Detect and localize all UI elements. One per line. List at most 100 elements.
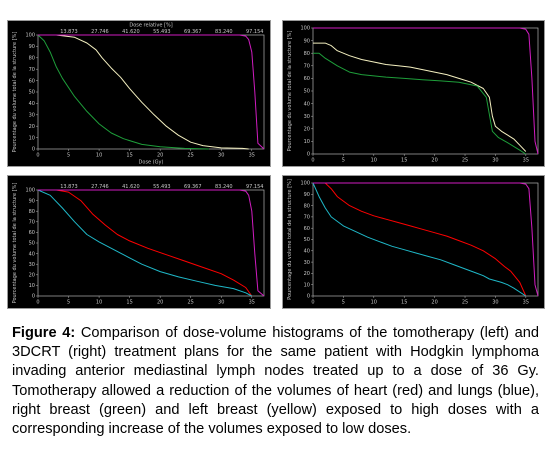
x-tick-label: 20	[157, 300, 163, 306]
x-tick-label: 0	[36, 300, 39, 306]
plot-frame	[312, 182, 539, 297]
y-tick-label: 80	[29, 56, 35, 62]
x-tick-label: 35	[249, 300, 255, 306]
top-tick-label: 97.154	[246, 29, 264, 35]
x-tick-label: 35	[523, 300, 529, 306]
y-tick-label: 70	[29, 67, 35, 73]
dvh-chart-bottom-right: 0 10 20 30 40 50 60 70 80 90 100 0 5 10 15 20 25 30 35 Pour…	[282, 175, 545, 309]
y-tick-label: 10	[29, 283, 35, 289]
y-tick-label: 50	[304, 89, 310, 95]
x-tick-label: 15	[401, 158, 407, 164]
top-tick-label: 27.746	[91, 29, 109, 35]
y-tick-label: 90	[304, 192, 310, 198]
top-tick-label: 69.367	[184, 184, 202, 190]
dvh-chart-top-right: 0 10 20 30 40 50 60 70 80 90 100 0 5 10 15 20 25 30 35 Pour…	[282, 20, 545, 167]
x-tick-label: 20	[431, 300, 437, 306]
y-axis-label: Pourcentage du volume total de la struct…	[12, 183, 18, 304]
series-line-ptv	[313, 182, 539, 297]
y-tick-label: 20	[29, 124, 35, 130]
y-tick-label: 0	[32, 294, 35, 300]
top-tick-label: 13.873	[60, 29, 78, 35]
y-tick-label: 70	[29, 220, 35, 226]
top-tick-label: 27.746	[91, 184, 109, 190]
y-tick-label: 100	[25, 188, 35, 194]
x-tick-label: 0	[311, 300, 314, 306]
top-tick-label: 83.240	[215, 29, 233, 35]
top-tick-label: 41.620	[122, 29, 140, 35]
x-tick-label: 30	[492, 158, 498, 164]
x-tick-label: 15	[401, 300, 407, 306]
y-tick-label: 40	[29, 251, 35, 257]
series-line-blue	[312, 182, 527, 297]
y-tick-label: 40	[304, 101, 310, 107]
dvh-plot-svg: 0 10 20 30 40 50 60 70 80 90 100 0 5 10 15 20 25 30 35 13.8…	[12, 23, 265, 166]
x-tick-label: 25	[188, 300, 194, 306]
y-tick-label: 80	[304, 203, 310, 209]
plot-frame	[37, 189, 265, 297]
series-line-red	[313, 182, 527, 297]
x-tick-label: 35	[249, 153, 255, 159]
top-axis-label: Dose relative [%]	[129, 23, 172, 29]
y-tick-label: 60	[304, 226, 310, 232]
plot-frame	[312, 27, 539, 155]
x-tick-label: 30	[218, 153, 224, 159]
x-tick-label: 5	[342, 300, 345, 306]
x-tick-label: 30	[218, 300, 224, 306]
x-axis-label: Dose (Gy)	[139, 160, 164, 166]
series-line-red	[38, 189, 253, 297]
x-tick-label: 5	[342, 158, 345, 164]
top-tick-label: 83.240	[215, 184, 233, 190]
y-tick-label: 100	[25, 33, 35, 39]
dvh-chart-bottom-left: 0 10 20 30 40 50 60 70 80 90 100 0 5 10 15 20 25 30 35 13.8…	[7, 175, 271, 309]
y-tick-label: 60	[29, 230, 35, 236]
x-tick-label: 15	[126, 300, 132, 306]
x-tick-label: 25	[188, 153, 194, 159]
y-tick-label: 20	[29, 273, 35, 279]
dvh-plot-svg: 0 10 20 30 40 50 60 70 80 90 100 0 5 10 15 20 25 30 35 Pour…	[287, 26, 539, 164]
y-axis-label: Pourcentage du volume total de la struct…	[12, 32, 18, 153]
x-tick-label: 30	[492, 300, 498, 306]
series-line-ptv	[38, 189, 265, 297]
series-line-green	[313, 52, 527, 155]
x-tick-label: 5	[67, 153, 70, 159]
y-tick-label: 50	[304, 237, 310, 243]
x-tick-label: 10	[371, 300, 377, 306]
x-tick-label: 10	[96, 300, 102, 306]
y-tick-label: 10	[29, 135, 35, 141]
y-axis-label: Pourcentage du volume total de la struct…	[287, 179, 293, 300]
x-tick-label: 25	[462, 158, 468, 164]
dvh-chart-top-left: 0 10 20 30 40 50 60 70 80 90 100 0 5 10 15 20 25 30 35 13.8…	[7, 20, 271, 167]
y-tick-label: 80	[29, 209, 35, 215]
top-tick-label: 55.493	[153, 184, 171, 190]
y-tick-label: 70	[304, 64, 310, 70]
series-line-blue	[37, 189, 253, 297]
x-tick-label: 10	[371, 158, 377, 164]
figure-label: Figure 4:	[12, 325, 76, 341]
y-tick-label: 0	[32, 147, 35, 153]
y-tick-label: 30	[304, 260, 310, 266]
x-tick-label: 20	[157, 153, 163, 159]
y-tick-label: 0	[307, 152, 310, 158]
x-tick-label: 10	[96, 153, 102, 159]
y-tick-label: 40	[29, 101, 35, 107]
y-tick-label: 60	[304, 76, 310, 82]
x-tick-label: 35	[523, 158, 529, 164]
x-tick-label: 25	[462, 300, 468, 306]
x-tick-label: 20	[431, 158, 437, 164]
series-line-ptv	[38, 34, 265, 150]
top-tick-label: 13.873	[60, 184, 78, 190]
y-axis-label: Pourcentage du volume total de la struct…	[287, 31, 293, 152]
y-tick-label: 80	[304, 51, 310, 57]
x-tick-label: 0	[311, 158, 314, 164]
top-tick-label: 97.154	[246, 184, 264, 190]
y-tick-label: 60	[29, 78, 35, 84]
dvh-plot-svg: 0 10 20 30 40 50 60 70 80 90 100 0 5 10 15 20 25 30 35 Pour…	[287, 179, 539, 306]
y-tick-label: 50	[29, 90, 35, 96]
y-tick-label: 10	[304, 139, 310, 145]
series-line-green	[37, 34, 210, 150]
y-tick-label: 30	[304, 114, 310, 120]
y-tick-label: 20	[304, 127, 310, 133]
x-tick-label: 5	[67, 300, 70, 306]
y-tick-label: 90	[29, 44, 35, 50]
top-tick-label: 41.620	[122, 184, 140, 190]
